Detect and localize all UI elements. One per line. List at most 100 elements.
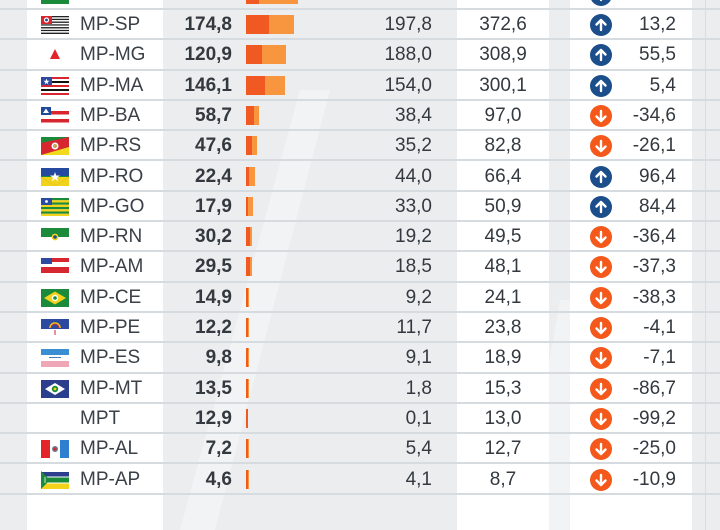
table-row[interactable]: MP-BA 58,7 38,4 97,0 -34,6 — [0, 101, 720, 132]
stacked-bar — [246, 257, 253, 277]
bar-segment-b — [261, 45, 287, 65]
table-row[interactable]: MP-AP 4,6 4,1 8,7 -10,9 — [0, 465, 720, 495]
bar-segment-b — [247, 318, 250, 337]
table-row[interactable]: MPT 12,9 0,1 13,0 -99,2 — [0, 404, 720, 435]
value-change: -34,6 — [632, 104, 676, 126]
value-a: 13,5 — [195, 377, 232, 399]
value-change: 5,4 — [649, 74, 676, 96]
entity-name: MP-MG — [80, 44, 146, 66]
flag-ap-icon — [41, 470, 69, 489]
bar-segment-a — [246, 105, 254, 125]
bar-segment-a — [246, 45, 262, 65]
table-row-partial[interactable] — [0, 0, 720, 10]
bar-segment-a — [246, 166, 249, 186]
entity-name: MP-AM — [80, 256, 144, 278]
value-change: -37,3 — [632, 256, 676, 278]
flag-pe-icon — [41, 319, 69, 337]
table-row[interactable]: MP-MA 146,1 154,0 300,1 5,4 — [0, 71, 720, 101]
bar-segment-a — [246, 408, 248, 428]
entity-name: MP-SP — [80, 14, 141, 35]
table-row[interactable]: MP-MG 120,9 188,0 308,9 55,5 — [0, 40, 720, 71]
value-a: 14,9 — [195, 286, 232, 308]
value-b: 4,1 — [405, 468, 432, 490]
bar-segment-b — [249, 227, 253, 247]
arrow-down-icon — [590, 104, 612, 127]
value-total: 308,9 — [479, 44, 527, 66]
stacked-bar — [246, 348, 249, 368]
value-change: -38,3 — [632, 286, 676, 308]
value-change: -10,9 — [632, 468, 676, 490]
bar-segment-a — [246, 257, 250, 277]
bar-segment-b — [247, 469, 249, 489]
table-row[interactable]: MP-AL 7,2 5,4 12,7 -25,0 — [0, 434, 720, 465]
flag-rn-icon — [41, 228, 69, 247]
entity-name: MP-AP — [80, 468, 141, 490]
flag-ba-icon — [41, 106, 69, 125]
value-change: -99,2 — [632, 407, 676, 429]
entity-name: MP-MA — [80, 74, 144, 96]
arrow-down-icon — [590, 438, 612, 461]
value-b: 0,1 — [405, 407, 432, 429]
arrow-up-icon — [590, 0, 612, 6]
bar-segment-a — [246, 136, 253, 156]
table-row[interactable]: MP-ES 9,8 9,1 18,9 -7,1 — [0, 343, 720, 374]
bar-segment-a — [246, 0, 260, 4]
value-change: 55,5 — [639, 44, 676, 66]
value-b: 18,5 — [395, 256, 432, 278]
arrow-down-icon — [590, 286, 612, 309]
entity-name: MP-GO — [80, 195, 145, 217]
table-row[interactable]: MP-RO 22,4 44,0 66,4 96,4 — [0, 162, 720, 192]
value-b: 38,4 — [395, 104, 432, 126]
table-row[interactable]: MP-RS 47,6 35,2 82,8 -26,1 — [0, 131, 720, 162]
stacked-bar — [246, 75, 285, 95]
value-b: 35,2 — [395, 135, 432, 157]
table-row[interactable]: MP-SP 174,8 197,8 372,6 13,2 — [0, 10, 720, 41]
stacked-bar — [246, 136, 257, 156]
value-b: 188,0 — [384, 44, 432, 66]
flag-go-icon — [41, 197, 69, 216]
total-column-bg — [457, 0, 549, 530]
bar-segment-a — [246, 227, 250, 247]
table-row[interactable]: MP-PE 12,2 11,7 23,8 -4,1 — [0, 313, 720, 344]
value-a: 58,7 — [195, 104, 232, 126]
value-a: 12,9 — [195, 407, 232, 429]
bar-segment-a — [246, 196, 249, 216]
scrollbar-track[interactable] — [705, 0, 706, 530]
stacked-bar — [246, 166, 255, 186]
value-total: 82,8 — [484, 135, 522, 157]
value-a: 17,9 — [195, 195, 232, 217]
arrow-down-icon — [590, 256, 612, 279]
value-change: -36,4 — [632, 226, 676, 248]
value-change: -25,0 — [632, 438, 676, 460]
bar-segment-a — [246, 348, 248, 368]
arrow-up-icon — [590, 165, 612, 188]
table-row[interactable]: MP-MT 13,5 1,8 15,3 -86,7 — [0, 374, 720, 404]
value-total: 49,5 — [484, 226, 522, 248]
value-a: 4,6 — [205, 468, 232, 490]
bar-segment-b — [247, 348, 249, 368]
arrow-up-icon — [590, 74, 612, 97]
flag-ma-icon — [41, 76, 69, 95]
value-total: 66,4 — [484, 165, 522, 187]
bar-segment-b — [249, 257, 253, 277]
bar-segment-b — [268, 15, 295, 34]
arrow-up-icon — [590, 14, 612, 36]
flag-am-icon — [41, 258, 69, 277]
stacked-bar — [246, 227, 253, 247]
stacked-bar — [246, 318, 250, 337]
value-change: -26,1 — [632, 135, 676, 157]
value-change: 84,4 — [639, 195, 676, 217]
value-a: 7,2 — [205, 438, 232, 460]
table-row[interactable]: MP-RN 30,2 19,2 49,5 -36,4 — [0, 222, 720, 253]
value-total: 18,9 — [484, 347, 522, 369]
table-row[interactable]: MP-GO 17,9 33,0 50,9 84,4 — [0, 192, 720, 223]
table-row[interactable]: MP-CE 14,9 9,2 24,1 -38,3 — [0, 283, 720, 313]
value-b: 154,0 — [384, 74, 432, 96]
table-row[interactable]: MP-AM 29,5 18,5 48,1 -37,3 — [0, 252, 720, 283]
entity-name: MP-BA — [80, 104, 141, 126]
arrow-down-icon — [590, 407, 612, 430]
arrow-down-icon — [590, 347, 612, 370]
entity-name: MP-CE — [80, 286, 142, 308]
bar-segment-a — [246, 439, 248, 459]
